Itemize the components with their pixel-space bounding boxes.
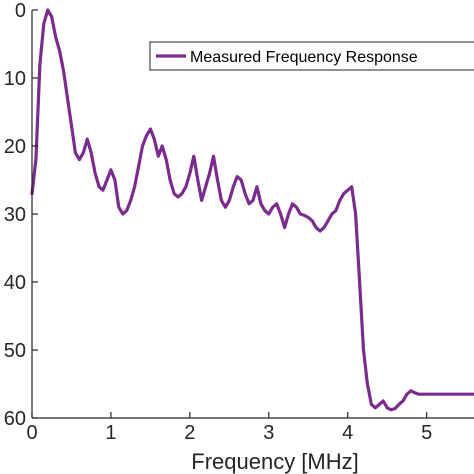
x-tick-label: 2 <box>184 422 195 444</box>
x-tick-label: 4 <box>342 422 353 444</box>
x-tick-label: 3 <box>263 422 274 444</box>
legend-box <box>149 41 474 71</box>
y-tick-label: 10 <box>4 68 26 90</box>
y-tick-label: 20 <box>4 136 26 158</box>
x-tick-label: 1 <box>105 422 116 444</box>
y-tick-label: 0 <box>15 0 26 22</box>
plot-area <box>30 8 474 412</box>
x-tick-label: 5 <box>421 422 432 444</box>
legend-label: Measured Frequency Response <box>190 49 418 66</box>
y-tick-label: 40 <box>4 272 26 294</box>
x-tick-label: 0 <box>26 422 37 444</box>
y-tick-label: 50 <box>4 340 26 362</box>
x-axis-label: Frequency [MHz] <box>191 449 359 474</box>
series-line-0 <box>30 8 474 412</box>
y-tick-label: 60 <box>4 408 26 430</box>
legend: Measured Frequency Response <box>149 41 474 71</box>
axes <box>31 10 474 419</box>
y-tick-label: 30 <box>4 204 26 226</box>
